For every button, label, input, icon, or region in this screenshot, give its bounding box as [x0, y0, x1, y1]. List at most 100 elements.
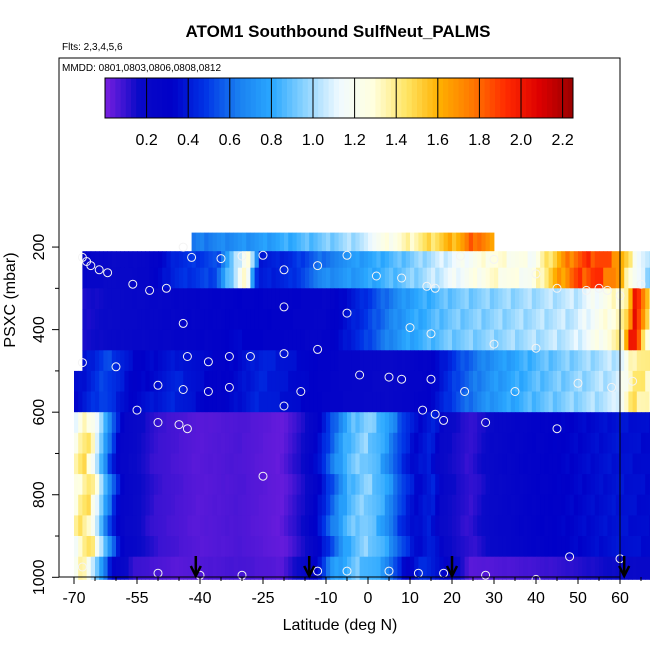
heatmap-cell	[124, 474, 129, 496]
heatmap-cell	[158, 370, 163, 392]
heatmap-cell	[641, 329, 646, 351]
heatmap-cell	[410, 288, 415, 310]
heatmap-cell	[292, 288, 297, 310]
heatmap-cell	[141, 267, 146, 289]
heatmap-cell	[279, 556, 285, 580]
sample-point	[77, 562, 87, 572]
heatmap-cell	[477, 432, 482, 454]
sample-point	[422, 281, 432, 291]
heatmap-cell	[426, 474, 432, 496]
heatmap-cell	[548, 556, 554, 580]
heatmap-cell	[452, 474, 457, 496]
heatmap-cell	[401, 494, 407, 516]
heatmap-cell	[607, 453, 612, 475]
heatmap-cell	[330, 288, 335, 310]
heatmap-cell	[561, 288, 566, 310]
heatmap-cell	[590, 309, 596, 330]
heatmap-cell	[195, 453, 201, 475]
heatmap-cell	[355, 370, 360, 392]
heatmap-cell	[594, 536, 600, 557]
heatmap-cell	[321, 494, 327, 516]
heatmap-cell	[452, 556, 457, 580]
heatmap-cell	[237, 350, 243, 372]
heatmap-cell	[494, 515, 499, 537]
heatmap-cell	[636, 251, 642, 269]
heatmap-cell	[536, 432, 541, 454]
colorbar-segment	[526, 78, 532, 118]
heatmap-cell	[431, 536, 436, 557]
heatmap-cell	[435, 391, 440, 413]
heatmap-cell	[447, 474, 453, 496]
heatmap-cell	[200, 350, 205, 372]
heatmap-cell	[489, 536, 495, 557]
heatmap-cell	[439, 474, 444, 496]
heatmap-cell	[506, 309, 512, 330]
heatmap-cell	[468, 536, 474, 557]
heatmap-cell	[275, 556, 281, 580]
heatmap-cell	[128, 494, 134, 516]
heatmap-cell	[300, 536, 306, 557]
heatmap-cell	[615, 267, 621, 289]
heatmap-cell	[632, 432, 638, 454]
heatmap-cell	[510, 267, 516, 289]
heatmap-cell	[103, 329, 108, 351]
heatmap-cell	[636, 432, 642, 454]
dates-note: MMDD: 0801,0803,0806,0808,0812	[62, 63, 221, 74]
heatmap-cell	[305, 329, 310, 351]
heatmap-cell	[468, 370, 474, 392]
colorbar-segment	[219, 78, 226, 118]
heatmap-cell	[393, 515, 398, 537]
heatmap-cell	[615, 391, 621, 413]
heatmap-cell	[582, 494, 587, 516]
heatmap-cell	[620, 515, 625, 537]
heatmap-cell	[594, 453, 600, 475]
heatmap-cell	[615, 309, 621, 330]
heatmap-cell	[137, 309, 142, 330]
heatmap-cell	[620, 329, 625, 351]
heatmap-cell	[296, 515, 302, 537]
heatmap-cell	[309, 453, 314, 475]
heatmap-cell	[422, 391, 428, 413]
heatmap-cell	[586, 391, 591, 413]
heatmap-cell	[258, 232, 264, 252]
heatmap-cell	[355, 288, 360, 310]
heatmap-cell	[431, 309, 436, 330]
heatmap-cell	[128, 432, 134, 454]
heatmap-cell	[422, 556, 428, 580]
heatmap-cell	[170, 267, 176, 289]
heatmap-cell	[439, 350, 444, 372]
heatmap-cell	[237, 412, 243, 434]
heatmap-cell	[153, 329, 159, 351]
heatmap-cell	[540, 474, 545, 496]
heatmap-cell	[162, 515, 167, 537]
heatmap-cell	[573, 251, 579, 269]
heatmap-cell	[111, 288, 117, 310]
heatmap-cell	[174, 515, 180, 537]
heatmap-cell	[275, 412, 281, 434]
heatmap-cell	[519, 453, 524, 475]
heatmap-cell	[515, 412, 520, 434]
heatmap-cell	[536, 267, 541, 289]
heatmap-cell	[620, 370, 625, 392]
heatmap-cell	[464, 350, 470, 372]
heatmap-cell	[95, 251, 100, 269]
heatmap-cell	[86, 412, 92, 434]
heatmap-cell	[216, 329, 222, 351]
heatmap-cell	[578, 412, 583, 434]
heatmap-cell	[531, 536, 537, 557]
heatmap-cell	[309, 232, 314, 252]
heatmap-cell	[338, 391, 344, 413]
heatmap-cell	[120, 494, 125, 516]
heatmap-cell	[225, 251, 230, 269]
heatmap-cell	[422, 474, 428, 496]
heatmap-cell	[393, 309, 398, 330]
heatmap-cell	[376, 432, 381, 454]
heatmap-cell	[506, 536, 512, 557]
heatmap-cell	[179, 251, 184, 269]
heatmap-cell	[372, 329, 377, 351]
heatmap-cell	[443, 288, 449, 310]
heatmap-cell	[372, 391, 377, 413]
heatmap-cell	[376, 536, 381, 557]
colorbar-segment	[146, 78, 153, 118]
heatmap-cell	[485, 474, 491, 496]
